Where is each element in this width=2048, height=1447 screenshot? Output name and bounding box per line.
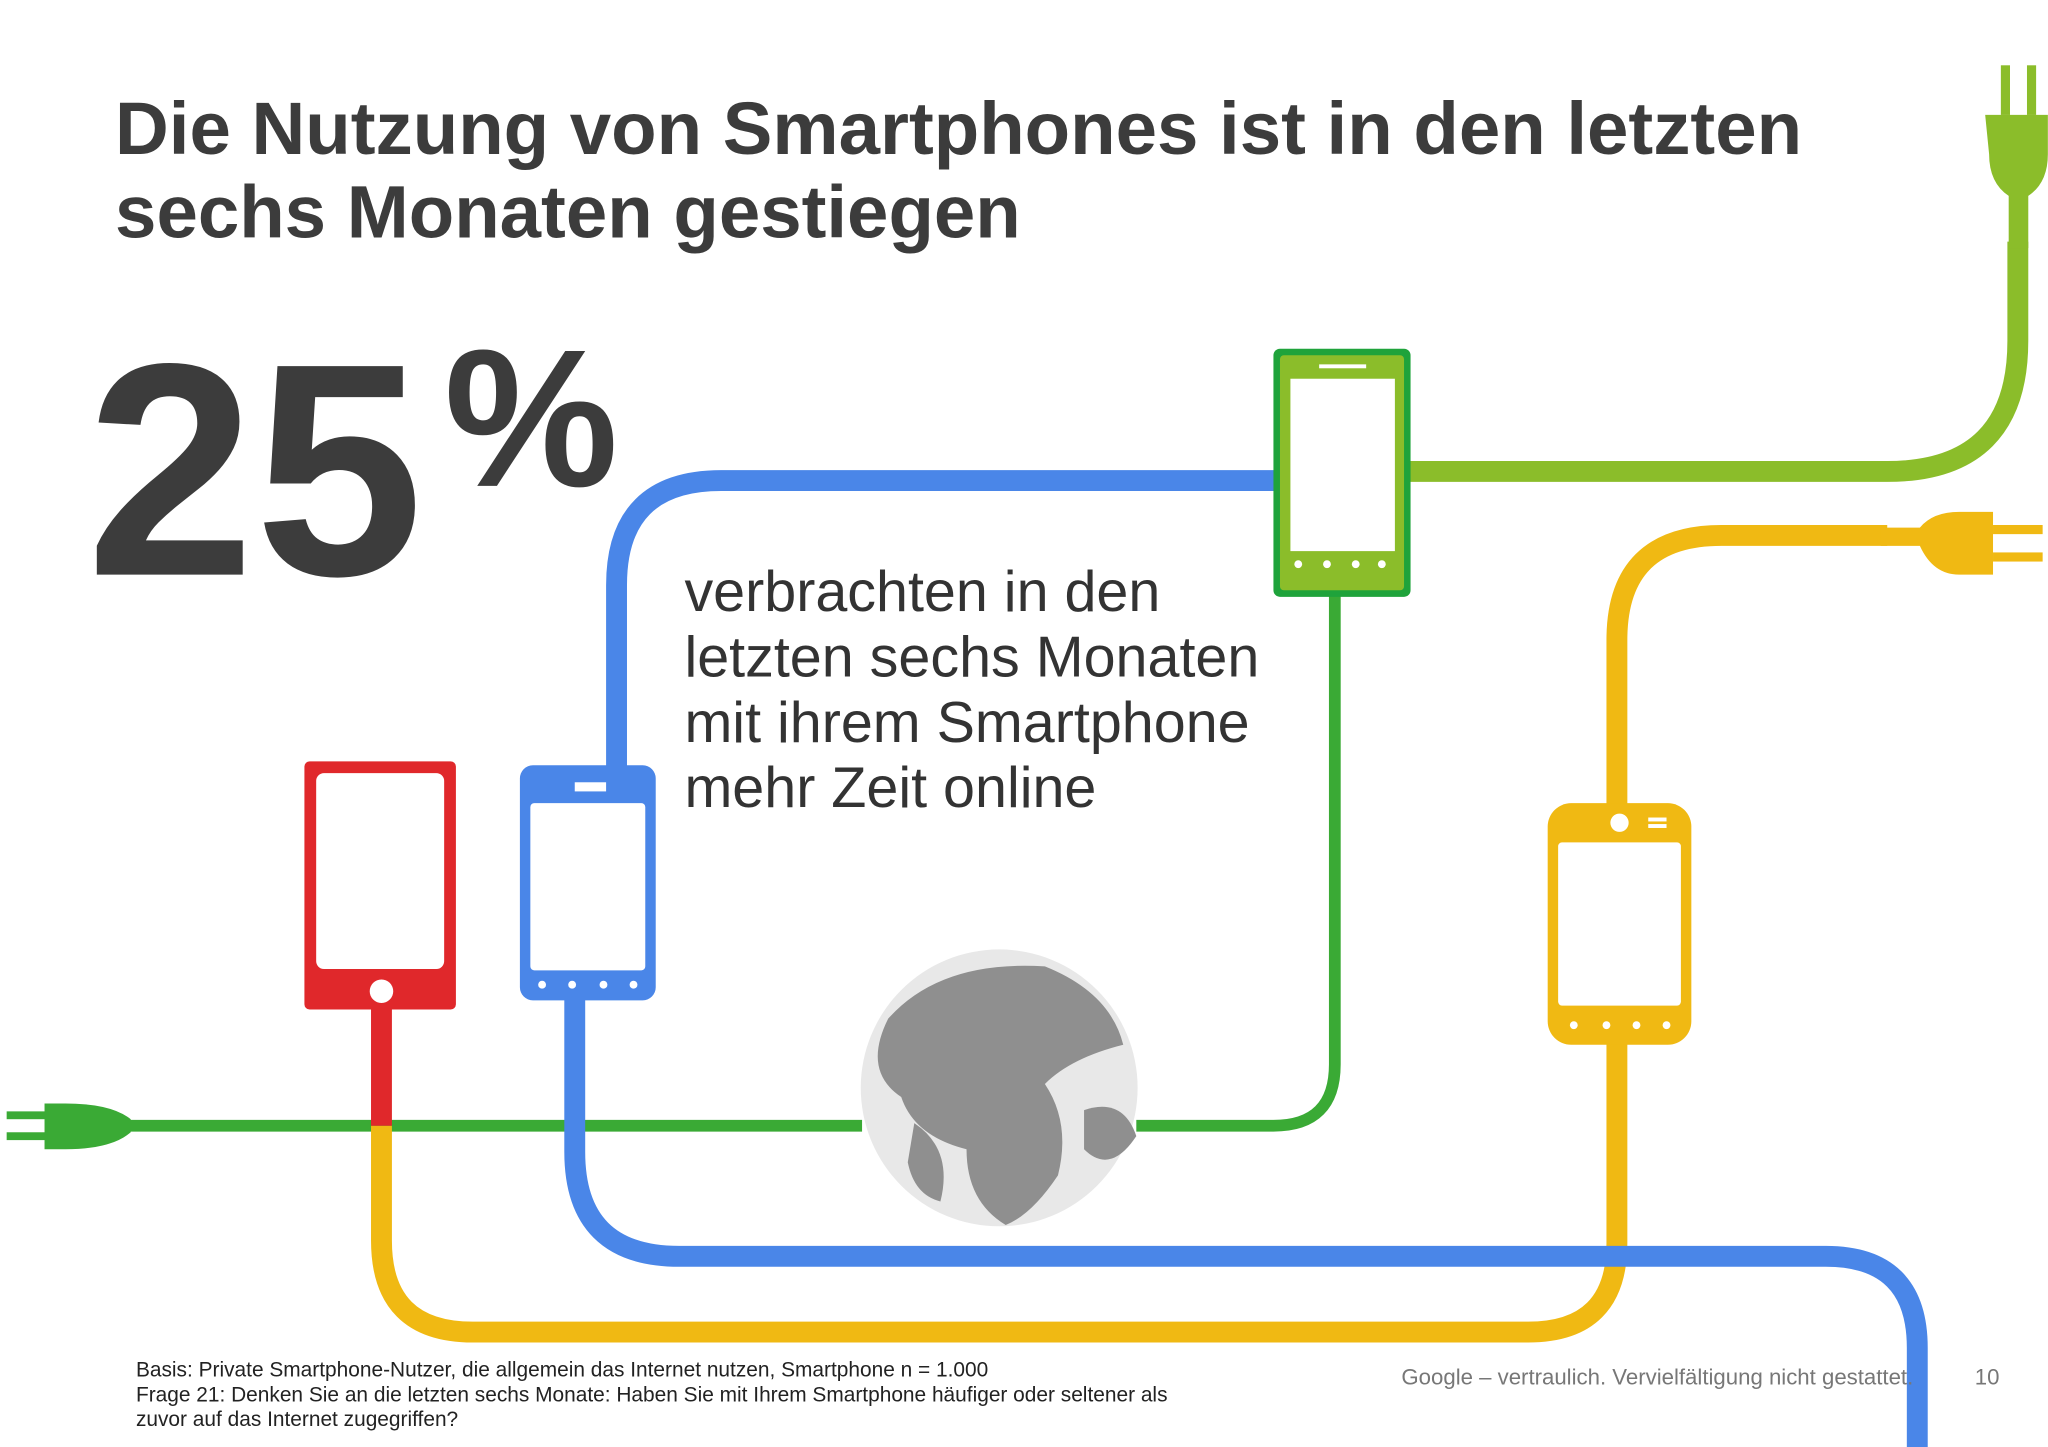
globe <box>860 949 1138 1227</box>
red-phone <box>304 761 456 1010</box>
blue-phone <box>519 765 656 1001</box>
yellow-cable <box>1606 524 1888 805</box>
green-phone <box>1273 348 1411 597</box>
yellow-phone <box>1547 803 1692 1045</box>
yellow-cable <box>371 1042 1628 1343</box>
blue-cable <box>564 999 1928 1447</box>
stat-unit: % <box>444 309 618 528</box>
footer-question: Frage 21: Denken Sie an die letzten sech… <box>136 1383 1168 1406</box>
green-plug <box>6 1103 131 1150</box>
confidential-note: Google – vertraulich. Vervielfältigung n… <box>1401 1364 1913 1389</box>
yellow-plug <box>1880 511 2043 575</box>
blue-cable <box>606 470 1280 768</box>
lime-cable <box>1407 241 2029 482</box>
page-number: 10 <box>1975 1364 2000 1389</box>
stat-description: verbrachten in den <box>684 560 1160 624</box>
title-line: Die Nutzung von Smartphones ist in den l… <box>115 87 1802 170</box>
footer-basis: Basis: Private Smartphone-Nutzer, die al… <box>136 1358 988 1381</box>
footer-question: zuvor auf das Internet zugegriffen? <box>136 1408 458 1431</box>
stat-description: mit ihrem Smartphone <box>684 691 1249 755</box>
green-cable <box>1136 594 1341 1132</box>
lime-plug <box>1985 65 2048 249</box>
title-line: sechs Monaten gestiegen <box>115 171 1021 254</box>
stat-description: mehr Zeit online <box>684 756 1096 820</box>
stat-number: 25 <box>86 302 423 640</box>
stat-description: letzten sechs Monaten <box>684 625 1259 689</box>
